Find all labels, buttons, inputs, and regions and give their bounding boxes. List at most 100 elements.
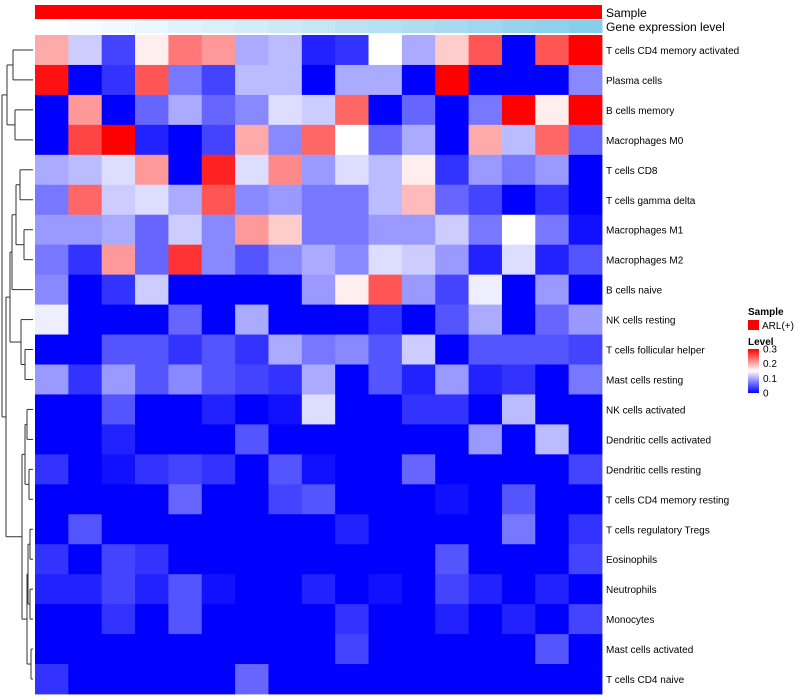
heatmap-cell bbox=[35, 274, 69, 305]
heatmap-cell bbox=[168, 574, 203, 605]
heatmap-cell bbox=[268, 454, 303, 485]
heatmap-cell bbox=[368, 124, 403, 156]
row-label: B cells naive bbox=[606, 286, 663, 297]
heatmap-cell bbox=[468, 274, 503, 305]
heatmap-cell bbox=[68, 274, 103, 305]
heatmap-cell bbox=[235, 394, 269, 425]
heatmap-cell bbox=[368, 94, 403, 126]
heatmap-cell bbox=[168, 484, 203, 515]
heatmap-cell bbox=[468, 604, 503, 635]
heatmap-cell bbox=[335, 274, 369, 305]
heatmap-cell bbox=[501, 424, 536, 455]
heatmap-cell bbox=[201, 64, 236, 96]
legend-color-bar bbox=[748, 349, 759, 393]
heatmap-cell bbox=[201, 214, 236, 246]
heatmap-cell bbox=[535, 574, 570, 605]
heatmap-cell bbox=[435, 214, 469, 246]
heatmap-cell bbox=[501, 35, 536, 66]
heatmap-cell bbox=[368, 364, 403, 395]
heatmap-cell bbox=[435, 35, 469, 66]
heatmap-cell bbox=[568, 304, 603, 335]
heatmap-cell bbox=[568, 214, 603, 246]
heatmap-cell bbox=[568, 484, 603, 515]
heatmap-cell bbox=[368, 484, 403, 515]
heatmap-cell bbox=[268, 514, 303, 545]
heatmap-cell bbox=[235, 124, 269, 156]
heatmap-cell bbox=[201, 304, 236, 335]
heatmap-cell bbox=[301, 184, 336, 216]
heatmap-cell bbox=[568, 124, 603, 156]
heatmap-cell bbox=[535, 484, 570, 515]
heatmap-cell bbox=[268, 35, 303, 66]
heatmap-cell bbox=[335, 394, 369, 425]
heatmap-cell bbox=[135, 94, 169, 126]
heatmap-cell bbox=[135, 634, 169, 665]
heatmap-cell bbox=[501, 124, 536, 156]
heatmap-cell bbox=[35, 35, 69, 66]
heatmap-cell bbox=[401, 544, 436, 575]
heatmap-cell bbox=[35, 514, 69, 545]
heatmap-cell bbox=[468, 574, 503, 605]
heatmap-cell bbox=[35, 364, 69, 395]
heatmap-cell bbox=[268, 634, 303, 665]
heatmap-cell bbox=[368, 214, 403, 246]
heatmap-cell bbox=[535, 214, 570, 246]
heatmap-cell bbox=[368, 424, 403, 455]
heatmap-cell bbox=[535, 664, 570, 695]
heatmap-cell bbox=[401, 35, 436, 66]
heatmap-cell bbox=[201, 184, 236, 216]
heatmap-cell bbox=[235, 634, 269, 665]
heatmap-cell bbox=[301, 64, 336, 96]
heatmap-cell bbox=[268, 574, 303, 605]
heatmap-cell bbox=[168, 274, 203, 305]
heatmap-cell bbox=[68, 124, 103, 156]
heatmap-cell bbox=[401, 604, 436, 635]
heatmap-cell bbox=[535, 604, 570, 635]
heatmap-cell bbox=[335, 454, 369, 485]
heatmap-cell bbox=[301, 634, 336, 665]
heatmap-cell bbox=[235, 364, 269, 395]
heatmap-cell bbox=[268, 364, 303, 395]
heatmap-cell bbox=[535, 184, 570, 216]
heatmap-cell bbox=[501, 154, 536, 186]
heatmap-cell bbox=[68, 574, 103, 605]
heatmap-cell bbox=[401, 214, 436, 246]
heatmap-cell bbox=[301, 124, 336, 156]
heatmap-cell bbox=[301, 544, 336, 575]
heatmap-cell bbox=[535, 244, 570, 276]
heatmap-cell bbox=[435, 274, 469, 305]
heatmap-cell bbox=[501, 274, 536, 305]
heatmap-cell bbox=[135, 184, 169, 216]
heatmap-cell bbox=[335, 124, 369, 156]
heatmap-cell bbox=[501, 214, 536, 246]
heatmap-cell bbox=[335, 514, 369, 545]
row-label: Dendritic cells activated bbox=[606, 435, 711, 446]
heatmap-cell bbox=[268, 604, 303, 635]
heatmap-cell bbox=[168, 184, 203, 216]
heatmap-cell bbox=[368, 454, 403, 485]
heatmap-cell bbox=[368, 334, 403, 365]
heatmap-cell bbox=[201, 634, 236, 665]
heatmap-cell bbox=[201, 244, 236, 276]
heatmap-cell bbox=[435, 484, 469, 515]
heatmap-cell bbox=[268, 214, 303, 246]
heatmap-cell bbox=[35, 334, 69, 365]
heatmap-cell bbox=[101, 154, 136, 186]
heatmap-cell bbox=[101, 664, 136, 695]
heatmap-cell bbox=[568, 64, 603, 96]
heatmap-cell bbox=[135, 574, 169, 605]
heatmap-cell bbox=[101, 214, 136, 246]
heatmap-cell bbox=[401, 394, 436, 425]
heatmap-cell bbox=[568, 394, 603, 425]
heatmap-cell bbox=[101, 94, 136, 126]
heatmap-cell bbox=[301, 604, 336, 635]
heatmap-cell bbox=[268, 64, 303, 96]
legend-sample-swatch bbox=[748, 320, 759, 330]
heatmap-cell bbox=[301, 364, 336, 395]
heatmap-cell bbox=[201, 364, 236, 395]
heatmap-cell bbox=[401, 64, 436, 96]
heatmap-cell bbox=[335, 35, 369, 66]
heatmap-cell bbox=[168, 604, 203, 635]
gene-expression-track-cell bbox=[68, 20, 103, 33]
